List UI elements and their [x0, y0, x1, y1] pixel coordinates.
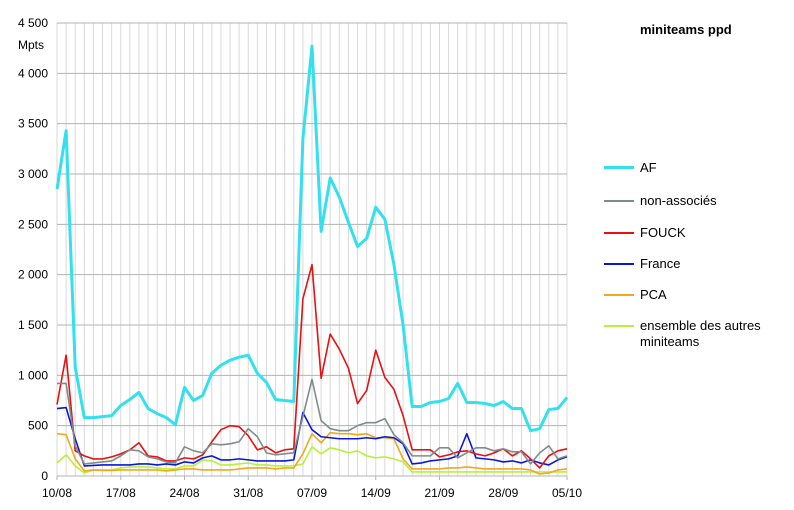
series-line-pca: [56, 431, 568, 475]
legend-label: ensemble des autres miniteams: [640, 318, 761, 349]
y-tick-label: 1 000: [18, 368, 48, 382]
x-tick-label: 10/08: [42, 486, 72, 500]
legend-swatch-autres: [604, 325, 634, 327]
legend-swatch-france: [604, 263, 634, 265]
series-line-france: [56, 406, 568, 467]
y-tick-label: 500: [28, 419, 48, 433]
vertical-grid: [56, 23, 568, 476]
legend-label: FOUCK: [640, 225, 686, 240]
legend-label: AF: [640, 160, 657, 175]
legend-swatch-af: [604, 166, 634, 169]
x-tick-label: 31/08: [233, 486, 263, 500]
legend-label: France: [640, 256, 681, 271]
legend: miniteams ppd AF non-associés FOUCK Fran…: [604, 0, 790, 510]
chart-title: miniteams ppd: [640, 22, 732, 37]
legend-swatch-pca: [604, 294, 634, 296]
x-tick-label: 17/08: [106, 486, 136, 500]
series-line-af: [55, 44, 569, 433]
y-axis-ticks: 0 500 1 000 1 500 2 000 2 500 3 000 3 500 4 000 4…: [18, 16, 48, 483]
x-tick-label: 14/09: [361, 486, 391, 500]
series-line-ensemble-des-autres-miniteams: [56, 446, 567, 474]
y-tick-label: 1 500: [18, 318, 48, 332]
y-axis-label: Mpts: [18, 38, 45, 52]
x-tick-label: 24/08: [169, 486, 199, 500]
y-tick-label: 3 000: [18, 167, 48, 181]
y-tick-label: 4 500: [18, 16, 48, 30]
y-tick-label: 2 000: [18, 268, 48, 282]
x-tick-label: 07/09: [297, 486, 327, 500]
y-tick-label: 2 500: [18, 217, 48, 231]
legend-label: non-associés: [640, 193, 717, 208]
series-line-non-associ-s: [57, 378, 568, 465]
legend-swatch-non-associes: [604, 200, 634, 202]
x-tick-label: 28/09: [488, 486, 518, 500]
y-tick-label: 0: [41, 469, 48, 483]
legend-label: PCA: [640, 287, 667, 302]
y-tick-label: 3 500: [18, 117, 48, 131]
series-line-fouck: [56, 263, 568, 469]
x-axis-ticks: 10/08 17/08 24/08 31/08 07/09 14/09 21/09 28/09…: [42, 476, 582, 500]
x-tick-label: 21/09: [424, 486, 454, 500]
legend-swatch-fouck: [604, 232, 634, 234]
y-tick-label: 4 000: [18, 66, 48, 80]
x-tick-label: 05/10: [552, 486, 582, 500]
series-lines: [55, 44, 569, 475]
